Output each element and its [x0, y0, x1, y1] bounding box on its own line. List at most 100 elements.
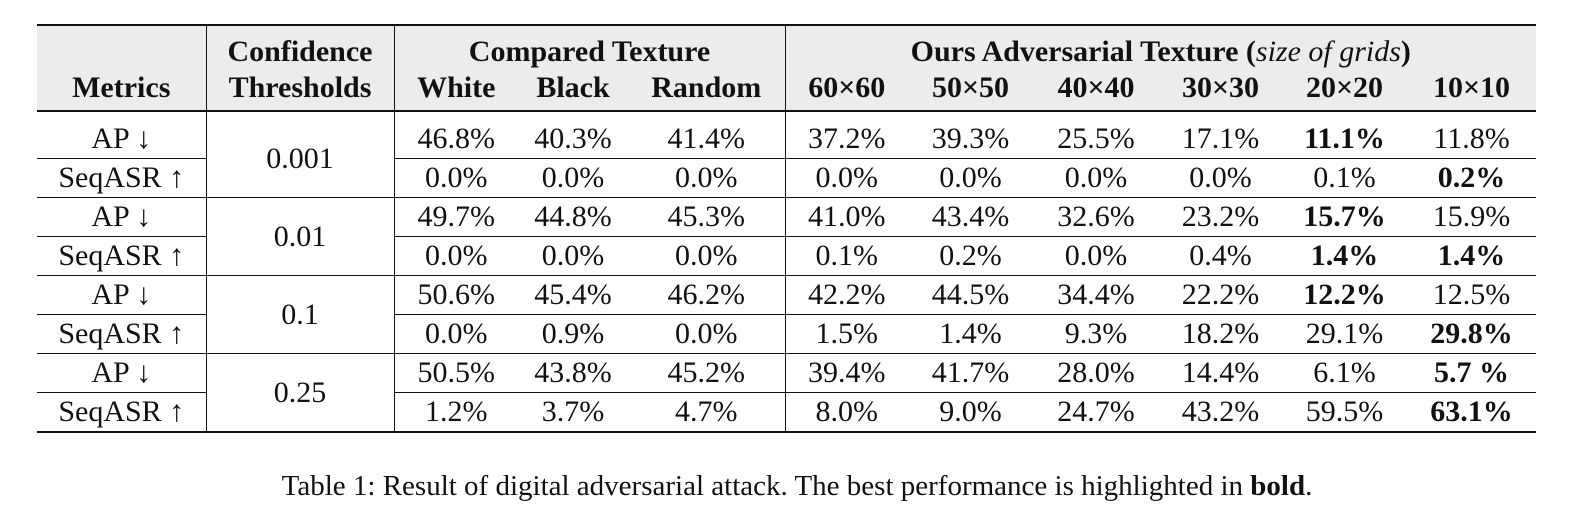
data-cell: 0.0% — [425, 161, 488, 194]
data-cell: 0.0% — [1189, 161, 1252, 194]
data-cell: 39.4% — [785, 353, 909, 393]
data-cell: 0.0% — [815, 161, 879, 194]
header-ours-adversarial: Ours Adversarial Texture (size of grids) — [785, 24, 1537, 70]
data-cell-best: 1.4% — [1310, 239, 1379, 272]
data-cell: 8.0% — [785, 392, 909, 433]
data-cell: 18.2% — [1181, 317, 1260, 350]
data-cell: 43.8% — [518, 353, 628, 393]
table-header: Confidence Compared Texture Ours Adversa… — [37, 24, 1537, 112]
metric-label: AP ↓ — [37, 120, 207, 159]
data-cell: 23.2% — [1159, 197, 1283, 237]
data-cell: 11.8% — [1407, 120, 1537, 159]
data-cell: 1.4% — [939, 317, 1002, 350]
header-col-10: 10×10 — [1407, 70, 1537, 112]
header-col-60: 60×60 — [785, 70, 909, 112]
threshold-cell: 0.25 — [206, 353, 395, 433]
data-cell: 0.1% — [815, 239, 879, 272]
data-cell: 22.2% — [1159, 275, 1283, 315]
data-cell: 29.1% — [1305, 317, 1384, 350]
table-caption: Table 1: Result of digital adversarial a… — [0, 470, 1594, 503]
data-cell: 0.0% — [1064, 239, 1128, 272]
data-cell: 12.5% — [1407, 275, 1537, 315]
data-cell: 0.0% — [425, 239, 488, 272]
caption-suffix: . — [1305, 470, 1313, 502]
header-col-black: Black — [518, 70, 628, 112]
threshold-cell: 0.01 — [206, 197, 395, 276]
metric-label: SeqASR ↑ — [37, 392, 207, 433]
data-cell: 0.1% — [1313, 161, 1376, 194]
table-row: SeqASR ↑ 0.0% 0.9% 0.0% 1.5% 1.4% 9.3% 1… — [37, 314, 1537, 354]
metric-label: SeqASR ↑ — [37, 314, 207, 354]
header-ours-suffix: ) — [1400, 35, 1411, 68]
results-table: Confidence Compared Texture Ours Adversa… — [37, 24, 1537, 433]
data-cell: 0.0% — [628, 236, 786, 276]
metric-label: AP ↓ — [37, 197, 207, 237]
results-table-container: Confidence Compared Texture Ours Adversa… — [37, 24, 1537, 433]
data-cell: 32.6% — [1033, 197, 1160, 237]
header-col-40: 40×40 — [1033, 70, 1160, 112]
data-cell: 50.6% — [394, 275, 518, 315]
data-cell: 0.0% — [541, 161, 605, 194]
header-col-20: 20×20 — [1282, 70, 1408, 112]
header-ours-italic: size of grids — [1255, 35, 1401, 68]
data-cell: 43.2% — [1159, 392, 1283, 433]
metric-label: SeqASR ↑ — [37, 236, 207, 276]
data-cell: 17.1% — [1159, 120, 1283, 159]
data-cell-best: 1.4% — [1437, 239, 1506, 272]
data-cell: 0.0% — [628, 314, 786, 354]
table-row: SeqASR ↑ 1.2% 3.7% 4.7% 8.0% 9.0% 24.7% … — [37, 392, 1537, 433]
data-cell: 0.2% — [939, 239, 1002, 272]
header-ours-prefix: Ours Adversarial Texture ( — [910, 35, 1256, 68]
data-cell: 25.5% — [1033, 120, 1160, 159]
data-cell-best: 0.2% — [1437, 161, 1506, 194]
data-cell: 15.9% — [1407, 197, 1537, 237]
table-row: AP ↓ 0.01 49.7% 44.8% 45.3% 41.0% 43.4% … — [37, 197, 1537, 276]
caption-bold-word: bold — [1250, 470, 1306, 502]
header-col-white: White — [394, 70, 518, 112]
data-cell-best: 11.1% — [1282, 120, 1408, 159]
metric-label: AP ↓ — [37, 353, 207, 393]
data-cell: 0.0% — [939, 161, 1002, 194]
data-cell: 0.4% — [1189, 239, 1252, 272]
data-cell: 9.3% — [1064, 317, 1128, 350]
metric-label: AP ↓ — [37, 275, 207, 315]
header-col-random: Random — [628, 70, 786, 112]
data-cell: 0.0% — [541, 239, 605, 272]
data-cell: 28.0% — [1033, 353, 1160, 393]
data-cell-best: 29.8% — [1430, 317, 1513, 350]
table-row: AP ↓ 0.001 46.8% 40.3% 41.4% 37.2% 39.3%… — [37, 120, 1537, 198]
data-cell-best: 63.1% — [1407, 392, 1537, 433]
data-cell-best: 15.7% — [1282, 197, 1408, 237]
table-row: AP ↓ 0.1 50.6% 45.4% 46.2% 42.2% 44.5% 3… — [37, 275, 1537, 354]
data-cell: 3.7% — [518, 392, 628, 433]
caption-prefix: Table 1: Result of digital adversarial a… — [281, 470, 1251, 502]
data-cell: 4.7% — [628, 392, 786, 433]
data-cell: 44.8% — [518, 197, 628, 237]
threshold-cell: 0.1 — [206, 275, 395, 354]
threshold-cell: 0.001 — [206, 120, 395, 198]
data-cell: 49.7% — [394, 197, 518, 237]
data-cell: 45.2% — [628, 353, 786, 393]
data-cell-best: 5.7 % — [1407, 353, 1537, 393]
data-cell: 0.9% — [541, 317, 605, 350]
data-cell: 45.3% — [628, 197, 786, 237]
data-cell: 43.4% — [908, 197, 1034, 237]
data-cell: 34.4% — [1033, 275, 1160, 315]
data-cell: 0.0% — [628, 158, 786, 198]
data-cell: 42.2% — [785, 275, 909, 315]
data-cell: 24.7% — [1033, 392, 1160, 433]
data-cell: 44.5% — [908, 275, 1034, 315]
data-cell: 37.2% — [785, 120, 909, 159]
data-cell-best: 12.2% — [1282, 275, 1408, 315]
header-col-50: 50×50 — [908, 70, 1034, 112]
data-cell: 41.0% — [785, 197, 909, 237]
data-cell: 50.5% — [394, 353, 518, 393]
data-cell: 39.3% — [908, 120, 1034, 159]
data-cell: 6.1% — [1282, 353, 1408, 393]
table-row: AP ↓ 0.25 50.5% 43.8% 45.2% 39.4% 41.7% … — [37, 353, 1537, 433]
table-row: SeqASR ↑ 0.0% 0.0% 0.0% 0.0% 0.0% 0.0% 0… — [37, 158, 1537, 198]
data-cell: 9.0% — [908, 392, 1034, 433]
data-cell: 59.5% — [1282, 392, 1408, 433]
data-cell: 40.3% — [518, 120, 628, 159]
data-cell: 1.5% — [815, 317, 879, 350]
